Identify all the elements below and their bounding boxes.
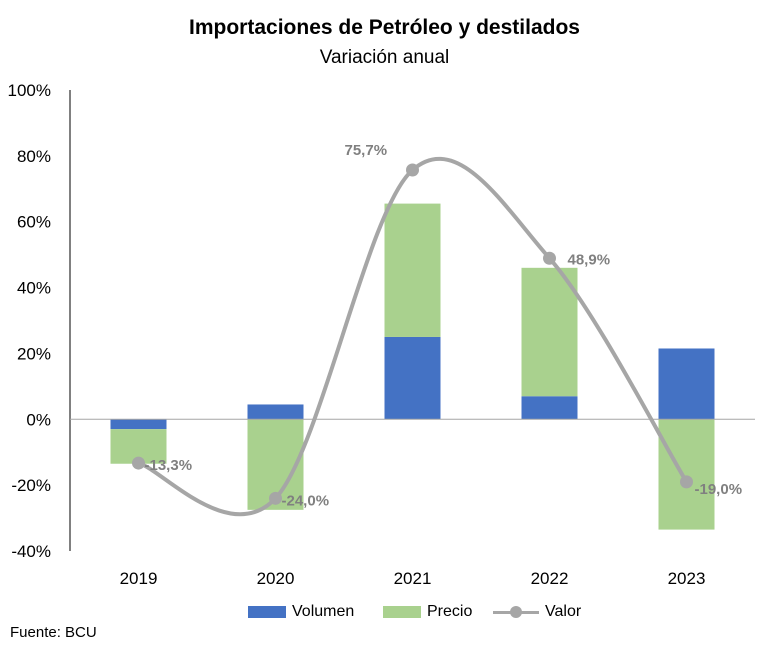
chart-title: Importaciones de Petróleo y destilados [189,16,580,39]
bar-volumen [521,396,578,420]
legend-item-valor: Valor [493,603,581,621]
legend-swatch-valor [493,606,539,618]
legend-label-valor: Valor [545,603,582,620]
bar-volumen [110,419,167,430]
y-tick-label: 60% [17,213,51,232]
bar-precio [384,203,441,337]
source-note: Fuente: BCU [10,624,97,641]
x-tick-label: 2019 [120,569,158,588]
legend-swatch-volumen [248,606,286,618]
x-tick-label: 2021 [394,569,432,588]
x-tick-label: 2022 [531,569,569,588]
data-label-valor: -13,3% [145,457,193,474]
legend-swatch-precio [383,606,421,618]
y-tick-label: -40% [11,542,51,561]
legend-label-precio: Precio [427,603,473,620]
point-valor [543,251,556,265]
data-label-valor: -19,0% [695,481,743,498]
point-valor [269,491,282,505]
data-label-valor: 75,7% [345,142,388,159]
legend-item-volumen: Volumen [248,603,354,621]
y-tick-label: 20% [17,344,51,363]
y-tick-label: 40% [17,279,51,298]
legend-item-precio: Precio [383,603,472,621]
chart-subtitle: Variación anual [319,47,450,68]
point-valor [406,163,419,177]
bar-precio [658,419,715,530]
point-valor [132,456,145,470]
y-tick-label: 80% [17,147,51,166]
y-tick-label: 0% [26,410,51,429]
bar-volumen [658,348,715,420]
point-valor [680,475,693,489]
x-tick-label: 2023 [668,569,706,588]
chart-plot: 100% 80% 60% 40% 20% 0% -20% -40% 2019 2020 2021 20… [8,81,755,588]
y-tick-label: 100% [8,81,51,100]
legend-label-volumen: Volumen [292,603,355,620]
data-label-valor: -24,0% [282,492,330,509]
bar-volumen [384,336,441,420]
bar-precio [521,267,578,397]
y-tick-label: -20% [11,476,51,495]
bar-volumen [247,404,304,420]
legend: Volumen Precio Valor [0,603,769,627]
data-label-valor: 48,9% [568,251,611,268]
x-tick-label: 2020 [257,569,295,588]
